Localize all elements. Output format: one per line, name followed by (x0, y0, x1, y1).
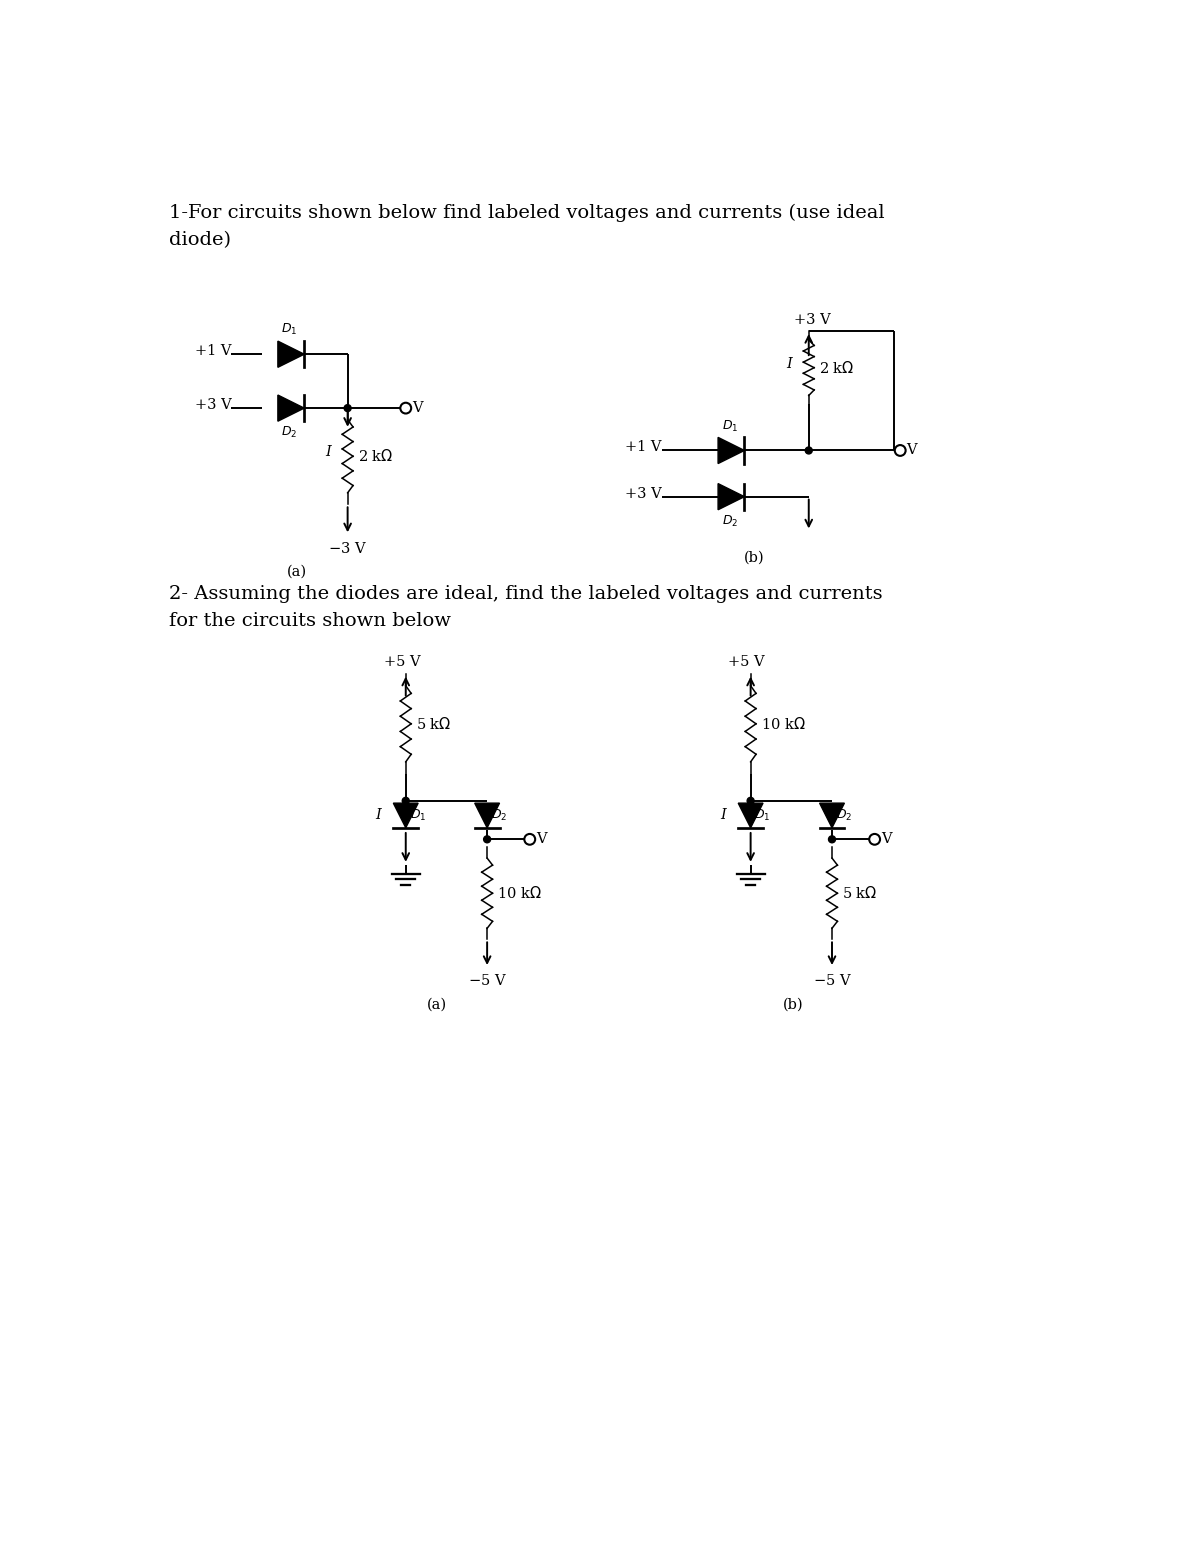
Text: +5 V: +5 V (728, 655, 766, 669)
Text: 1-For circuits shown below find labeled voltages and currents (use ideal
diode): 1-For circuits shown below find labeled … (169, 203, 886, 248)
Text: 2 k$\Omega$: 2 k$\Omega$ (818, 360, 854, 376)
Circle shape (402, 797, 409, 804)
Circle shape (401, 402, 412, 413)
Text: (a): (a) (427, 997, 446, 1011)
Text: $D_1$: $D_1$ (721, 418, 738, 433)
Text: $D_2$: $D_2$ (721, 514, 738, 528)
Text: $D_2$: $D_2$ (491, 808, 508, 823)
Text: 2- Assuming the diodes are ideal, find the labeled voltages and currents
for the: 2- Assuming the diodes are ideal, find t… (169, 585, 883, 629)
Text: $-$5 V: $-$5 V (468, 974, 506, 988)
Text: +1 V: +1 V (194, 345, 232, 359)
Text: (b): (b) (744, 551, 764, 565)
Text: 10 k$\Omega$: 10 k$\Omega$ (497, 885, 542, 901)
Circle shape (748, 797, 754, 804)
Text: $-$3 V: $-$3 V (328, 540, 367, 556)
Text: V: V (881, 832, 892, 846)
Polygon shape (718, 483, 744, 509)
Text: I: I (786, 357, 792, 371)
Text: 2 k$\Omega$: 2 k$\Omega$ (358, 449, 394, 464)
Text: $D_2$: $D_2$ (836, 808, 852, 823)
Text: $D_1$: $D_1$ (281, 321, 298, 337)
Polygon shape (394, 803, 418, 828)
Polygon shape (738, 803, 763, 828)
Polygon shape (718, 438, 744, 463)
Circle shape (484, 836, 491, 843)
Text: +3 V: +3 V (194, 398, 232, 412)
Circle shape (344, 405, 352, 412)
Text: V: V (536, 832, 546, 846)
Text: $D_1$: $D_1$ (409, 808, 426, 823)
Text: 10 k$\Omega$: 10 k$\Omega$ (761, 716, 805, 731)
Circle shape (805, 447, 812, 453)
Text: V: V (412, 401, 422, 415)
Polygon shape (278, 342, 305, 368)
Text: $D_1$: $D_1$ (755, 808, 770, 823)
Text: 5 k$\Omega$: 5 k$\Omega$ (416, 716, 451, 731)
Text: V: V (906, 444, 917, 458)
Text: $-$5 V: $-$5 V (812, 974, 852, 988)
Text: (b): (b) (782, 997, 804, 1011)
Text: I: I (325, 446, 330, 460)
Circle shape (895, 446, 906, 457)
Circle shape (869, 834, 880, 845)
Text: 5 k$\Omega$: 5 k$\Omega$ (842, 885, 877, 901)
Circle shape (828, 836, 835, 843)
Text: I: I (376, 809, 380, 823)
Text: I: I (720, 809, 726, 823)
Text: +3 V: +3 V (625, 486, 661, 500)
Text: (a): (a) (287, 564, 307, 578)
Text: +1 V: +1 V (625, 441, 661, 455)
Polygon shape (278, 394, 305, 421)
Circle shape (524, 834, 535, 845)
Polygon shape (475, 803, 499, 828)
Text: $D_2$: $D_2$ (281, 426, 298, 439)
Text: +5 V: +5 V (384, 655, 420, 669)
Text: +3 V: +3 V (794, 314, 830, 328)
Polygon shape (820, 803, 845, 828)
